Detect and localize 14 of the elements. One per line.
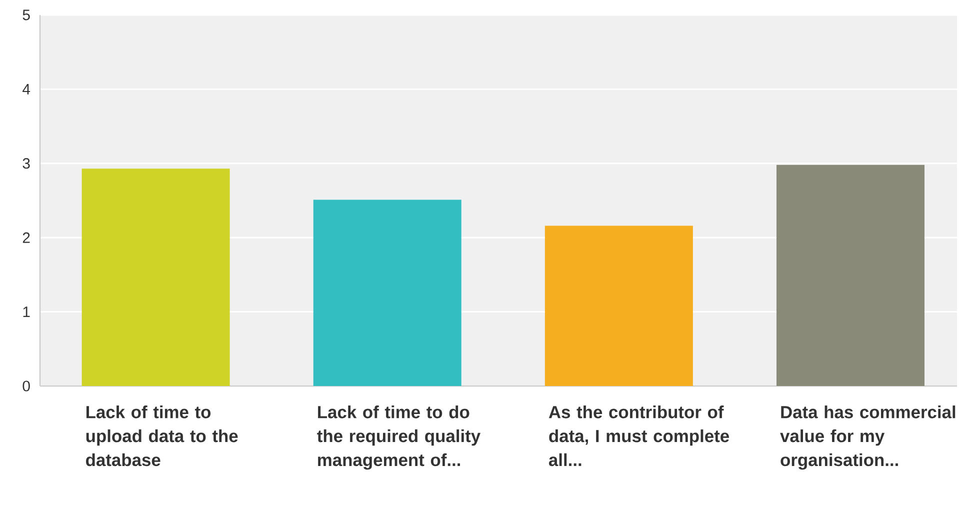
y-tick-label: 3 [22,158,30,169]
bar [776,164,924,386]
x-tick-label: Lack of time to upload data to the database [86,406,238,466]
bar [544,226,693,386]
x-tick-label: As the contributor of data, I must complete all... [548,406,729,466]
y-tick-label: 4 [22,84,30,94]
x-tick-label: Data has commercial value for my organisation... [780,406,956,470]
bar [313,200,462,386]
x-tick-label: Lack of time to do the required quality management of... [317,406,480,470]
y-tick-label: 5 [22,10,30,20]
y-tick-label: 1 [23,306,30,317]
y-tick-label: 0 [22,380,30,392]
y-tick-label: 2 [22,232,30,243]
bar [82,168,230,386]
